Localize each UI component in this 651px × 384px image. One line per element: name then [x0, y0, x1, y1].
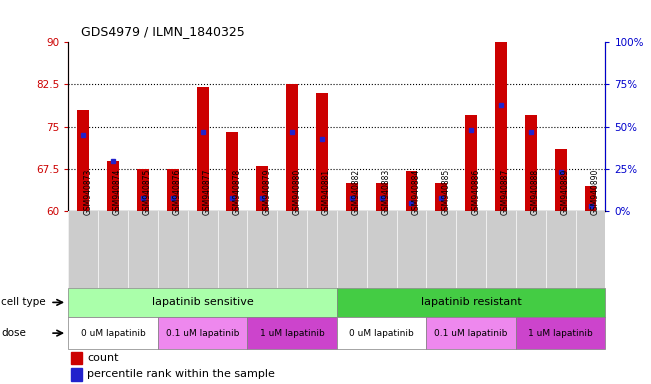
Text: GSM940876: GSM940876	[173, 169, 182, 215]
Text: GSM940888: GSM940888	[531, 169, 540, 215]
Text: lapatinib resistant: lapatinib resistant	[421, 297, 521, 308]
Bar	[137, 169, 149, 211]
Text: GSM940878: GSM940878	[232, 169, 242, 215]
Text: 0 uM lapatinib: 0 uM lapatinib	[81, 329, 145, 338]
Text: GSM940874: GSM940874	[113, 169, 122, 215]
Text: 1 uM lapatinib: 1 uM lapatinib	[260, 329, 324, 338]
Bar	[158, 317, 247, 349]
Bar	[465, 116, 477, 211]
Text: GSM940879: GSM940879	[262, 169, 271, 215]
Bar	[436, 183, 447, 211]
Bar	[68, 317, 158, 349]
Text: 0.1 uM lapatinib: 0.1 uM lapatinib	[166, 329, 240, 338]
Text: GDS4979 / ILMN_1840325: GDS4979 / ILMN_1840325	[81, 25, 245, 38]
Bar	[71, 369, 82, 381]
Bar	[167, 169, 179, 211]
Bar	[555, 149, 566, 211]
Text: GSM940885: GSM940885	[441, 169, 450, 215]
Text: GSM940890: GSM940890	[590, 169, 600, 215]
Text: GSM940875: GSM940875	[143, 169, 152, 215]
Bar	[77, 110, 89, 211]
Text: GSM940886: GSM940886	[471, 169, 480, 215]
Bar	[286, 84, 298, 211]
Text: GSM940889: GSM940889	[561, 169, 570, 215]
Bar	[247, 317, 337, 349]
Bar	[227, 132, 238, 211]
Text: GSM940887: GSM940887	[501, 169, 510, 215]
Bar	[376, 183, 387, 211]
Bar	[516, 317, 605, 349]
Text: GSM940883: GSM940883	[381, 169, 391, 215]
Bar	[337, 288, 605, 317]
Text: GSM940873: GSM940873	[83, 169, 92, 215]
Text: GSM940877: GSM940877	[202, 169, 212, 215]
Text: GSM940880: GSM940880	[292, 169, 301, 215]
Text: cell type: cell type	[1, 297, 46, 308]
Bar	[346, 183, 358, 211]
Text: 0 uM lapatinib: 0 uM lapatinib	[350, 329, 414, 338]
Text: percentile rank within the sample: percentile rank within the sample	[87, 369, 275, 379]
Bar	[495, 42, 507, 211]
Bar	[107, 161, 119, 211]
Bar	[256, 166, 268, 211]
Text: GSM940881: GSM940881	[322, 169, 331, 215]
Bar	[68, 288, 337, 317]
Bar	[316, 93, 328, 211]
Bar	[71, 352, 82, 364]
Bar	[525, 116, 537, 211]
Text: 0.1 uM lapatinib: 0.1 uM lapatinib	[434, 329, 508, 338]
Text: GSM940884: GSM940884	[411, 169, 421, 215]
Bar	[337, 317, 426, 349]
Text: GSM940882: GSM940882	[352, 169, 361, 215]
Text: dose: dose	[1, 328, 26, 338]
Bar	[426, 317, 516, 349]
Text: lapatinib sensitive: lapatinib sensitive	[152, 297, 253, 308]
Text: count: count	[87, 353, 118, 363]
Bar	[406, 170, 417, 211]
Text: 1 uM lapatinib: 1 uM lapatinib	[529, 329, 593, 338]
Bar	[197, 87, 208, 211]
Bar	[585, 186, 596, 211]
